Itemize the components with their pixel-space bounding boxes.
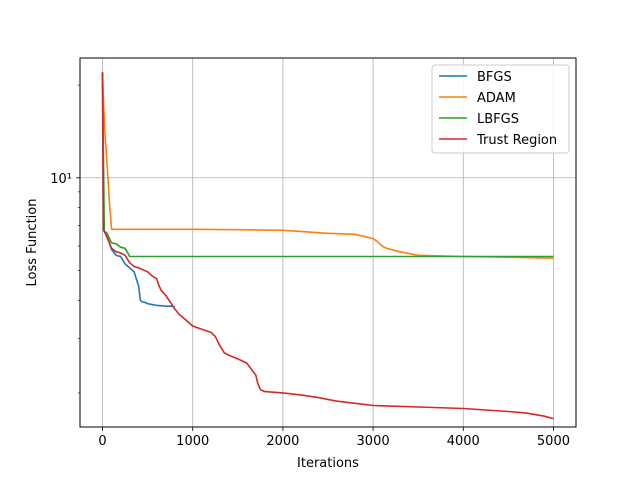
legend-label-lbfgs: LBFGS [477,112,519,127]
y-tick-label: 10¹ [50,172,72,187]
x-tick-label: 1000 [176,434,209,449]
x-tick-label: 0 [98,434,106,449]
series-line-lbfgs [101,72,554,258]
legend-label-bfgs: BFGS [477,70,512,85]
series-line-trust-region [101,72,554,420]
plot-frame [79,57,577,428]
legend: BFGS ADAM LBFGS Trust Region [431,64,570,154]
legend-label-adam: ADAM [477,91,516,106]
series-line-adam [101,72,554,259]
y-axis-label: Loss Function [25,199,40,287]
legend-label-trust-region: Trust Region [476,133,557,148]
x-axis-label: Iterations [297,456,359,471]
x-tick-label: 4000 [447,434,480,449]
x-tick-label: 3000 [357,434,390,449]
series-lines [101,72,554,420]
x-tick-label: 5000 [537,434,570,449]
axis-ticks: 0 1000 2000 3000 4000 5000 10¹ [50,84,570,449]
legend-box [431,64,570,154]
x-tick-label: 2000 [266,434,299,449]
